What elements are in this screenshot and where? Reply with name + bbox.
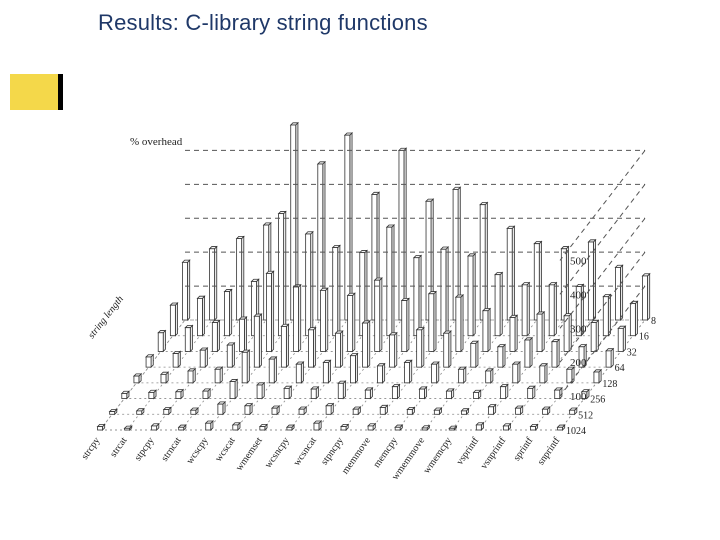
svg-text:stpcpy: stpcpy <box>133 435 157 463</box>
bars <box>98 123 650 430</box>
svg-text:strcpy: strcpy <box>79 435 102 461</box>
svg-text:wcsncat: wcsncat <box>291 435 319 468</box>
svg-text:sprintf: sprintf <box>511 435 535 463</box>
svg-text:wmemset: wmemset <box>234 435 265 473</box>
svg-text:400: 400 <box>570 289 587 301</box>
svg-text:% overhead: % overhead <box>130 136 183 148</box>
svg-text:snprintf: snprintf <box>536 435 563 467</box>
svg-text:200: 200 <box>570 357 587 369</box>
title-text: Results: C-library string functions <box>98 10 428 35</box>
floor-grid <box>100 320 645 430</box>
chart-svg: 100 200 300 400 500 % overhead string length 10… <box>70 110 670 500</box>
svg-text:wcsncpy: wcsncpy <box>263 435 292 470</box>
svg-text:100: 100 <box>570 391 587 403</box>
svg-text:string length: string length <box>86 294 126 341</box>
svg-text:256: 256 <box>590 395 605 406</box>
svg-text:32: 32 <box>627 347 637 358</box>
svg-text:wcscat: wcscat <box>213 435 238 464</box>
svg-text:vsprintf: vsprintf <box>454 435 481 467</box>
svg-text:500: 500 <box>570 255 587 267</box>
svg-text:wcscpy: wcscpy <box>184 435 210 466</box>
svg-text:16: 16 <box>639 332 649 343</box>
page-title: Results: C-library string functions <box>98 10 428 36</box>
svg-text:8: 8 <box>651 316 656 327</box>
svg-text:memcpy: memcpy <box>371 435 400 470</box>
svg-text:512: 512 <box>578 410 593 421</box>
svg-text:vsnprintf: vsnprintf <box>479 435 509 471</box>
svg-text:strcat: strcat <box>108 435 130 459</box>
svg-text:128: 128 <box>602 379 617 390</box>
svg-text:64: 64 <box>615 363 625 374</box>
accent-block <box>10 74 63 110</box>
overhead-3d-bar-chart: 100 200 300 400 500 % overhead string length 10… <box>70 110 670 500</box>
svg-text:stpncpy: stpncpy <box>319 435 346 467</box>
svg-text:1024: 1024 <box>566 426 586 437</box>
svg-text:300: 300 <box>570 323 587 335</box>
svg-text:strncat: strncat <box>159 435 183 463</box>
